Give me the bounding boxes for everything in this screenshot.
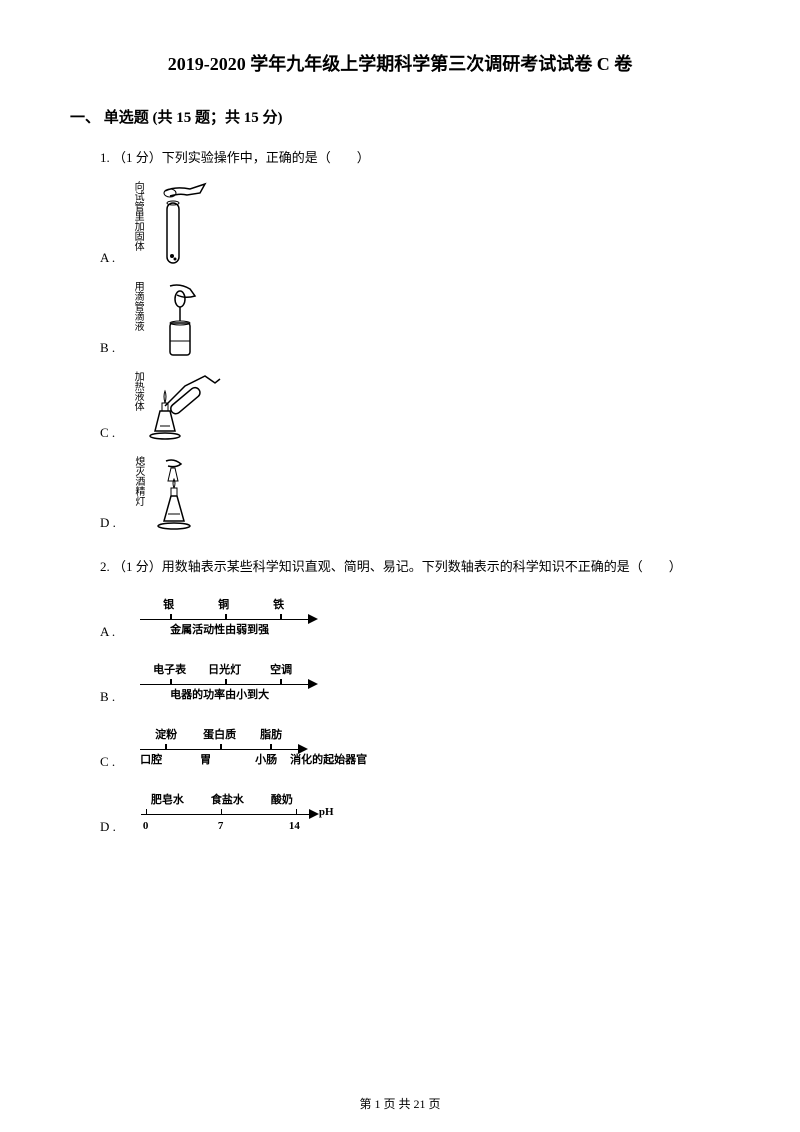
axis-diagram-d: 肥皂水 食盐水 酸奶 0 7 14 pH [131, 785, 351, 840]
axis-label: 酸奶 [271, 791, 293, 807]
q1-option-d: D . 熄灭酒精灯 [70, 456, 730, 536]
option-label: C . [100, 754, 115, 775]
option-label: B . [100, 340, 115, 361]
question-2-text: 2. （1 分）用数轴表示某些科学知识直观、简明、易记。下列数轴表示的科学知识不… [70, 556, 730, 575]
axis-label: 铁 [273, 596, 284, 612]
axis-label: 小肠 [255, 751, 277, 767]
axis-label: 铜 [218, 596, 229, 612]
q1-option-a: A . 向试管里加固体 [70, 181, 730, 271]
axis-caption: 消化的起始器官 [290, 751, 367, 767]
diagram-label: 用滴管滴液 [130, 281, 145, 331]
lab-diagram-b: 用滴管滴液 [130, 281, 215, 361]
q2-option-d: D . 肥皂水 食盐水 酸奶 0 7 14 pH [70, 785, 730, 840]
lab-diagram-d: 熄灭酒精灯 [131, 456, 216, 536]
axis-label: 口腔 [140, 751, 162, 767]
axis-label: 7 [218, 820, 224, 832]
section-header: 一、 单选题 (共 15 题；共 15 分) [70, 106, 730, 127]
axis-label: 胃 [200, 751, 211, 767]
axis-diagram-b: 电子表 日光灯 空调 电器的功率由小到大 [130, 655, 330, 710]
axis-label: 银 [163, 596, 174, 612]
axis-caption: 电器的功率由小到大 [170, 686, 269, 702]
axis-label: 脂肪 [260, 726, 282, 742]
lab-diagram-a: 向试管里加固体 [130, 181, 225, 271]
axis-label: 0 [143, 820, 149, 832]
q2-option-a: A . 银 铜 铁 金属活动性由弱到强 [70, 590, 730, 645]
axis-label: 14 [289, 820, 300, 832]
q1-option-c: C . 加热液体 [70, 371, 730, 446]
axis-label: 淀粉 [155, 726, 177, 742]
axis-diagram-c: 淀粉 蛋白质 脂肪 口腔 胃 小肠 消化的起始器官 [130, 720, 390, 775]
q2-option-b: B . 电子表 日光灯 空调 电器的功率由小到大 [70, 655, 730, 710]
axis-label: 空调 [270, 661, 292, 677]
axis-caption: 金属活动性由弱到强 [170, 621, 269, 637]
lab-diagram-c: 加热液体 [130, 371, 235, 446]
question-1-text: 1. （1 分）下列实验操作中，正确的是（ ） [70, 147, 730, 166]
q2-option-c: C . 淀粉 蛋白质 脂肪 口腔 胃 小肠 消化的起始器官 [70, 720, 730, 775]
axis-label: 食盐水 [211, 791, 244, 807]
q1-option-b: B . 用滴管滴液 [70, 281, 730, 361]
axis-unit: pH [319, 806, 334, 818]
axis-label: 电子表 [153, 661, 186, 677]
diagram-label: 加热液体 [130, 371, 145, 411]
option-label: D . [100, 819, 116, 840]
axis-label: 日光灯 [208, 661, 241, 677]
page-footer: 第 1 页 共 21 页 [0, 1095, 800, 1112]
axis-label: 肥皂水 [151, 791, 184, 807]
axis-label: 蛋白质 [203, 726, 236, 742]
page-title: 2019-2020 学年九年级上学期科学第三次调研考试试卷 C 卷 [70, 50, 730, 76]
option-label: B . [100, 689, 115, 710]
option-label: D . [100, 515, 116, 536]
option-label: A . [100, 250, 115, 271]
diagram-label: 向试管里加固体 [130, 181, 145, 251]
option-label: A . [100, 624, 115, 645]
axis-diagram-a: 银 铜 铁 金属活动性由弱到强 [130, 590, 330, 645]
diagram-label: 熄灭酒精灯 [131, 456, 146, 506]
option-label: C . [100, 425, 115, 446]
